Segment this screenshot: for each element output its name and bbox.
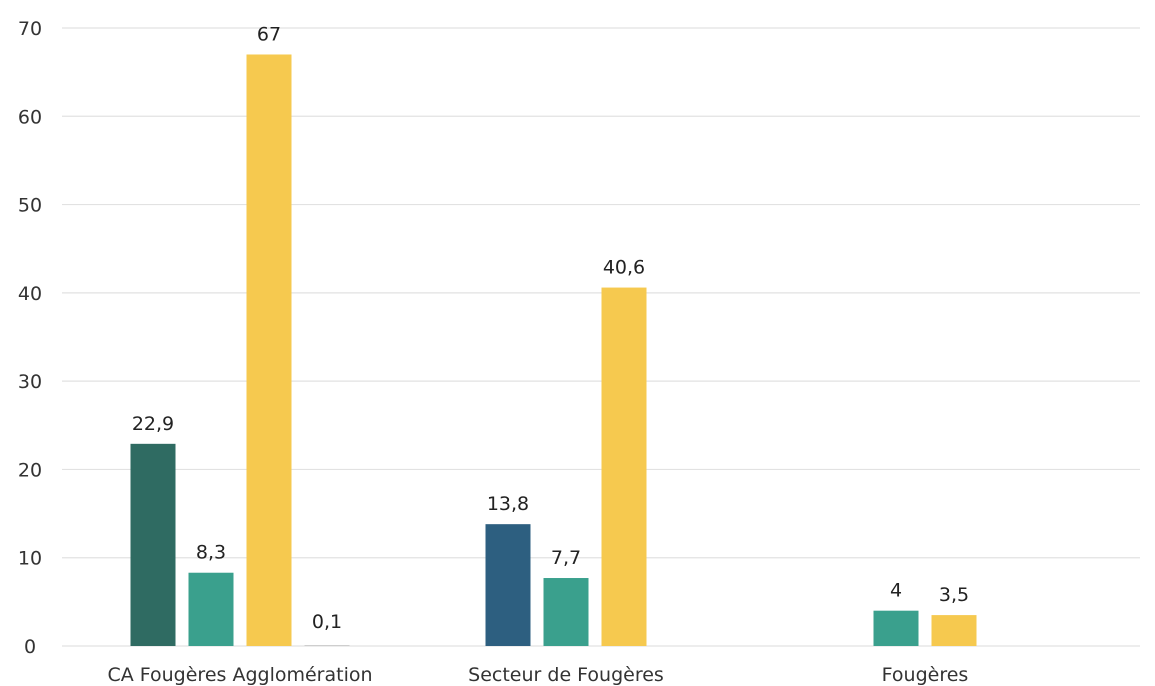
data-label: 22,9 [132, 413, 174, 435]
y-tick-label: 10 [18, 548, 42, 570]
bars [130, 54, 977, 646]
bar-series-1-secteur-de-foug-res [485, 524, 531, 646]
bar-series-2-foug-res [873, 610, 919, 646]
data-label: 8,3 [196, 542, 226, 564]
y-tick-label: 40 [18, 283, 42, 305]
data-label: 13,8 [487, 493, 529, 515]
gridlines [62, 27, 1140, 647]
y-tick-label: 30 [18, 371, 42, 393]
bar-series-4-ca-foug-res-agglom-ration [304, 645, 350, 646]
bar-series-2-ca-foug-res-agglom-ration [188, 572, 234, 646]
y-tick-label: 60 [18, 106, 42, 128]
y-tick-label: 20 [18, 459, 42, 481]
data-label: 67 [257, 23, 281, 45]
data-label: 0,1 [312, 611, 342, 633]
y-axis: 0 10 20 30 40 50 60 70 [18, 18, 42, 658]
x-category-label: Fougères [882, 664, 969, 686]
data-labels: 22,9 8,3 67 0,1 13,8 7,7 40,6 4 3,5 [132, 23, 969, 633]
bar-series-3-ca-foug-res-agglom-ration [246, 54, 292, 646]
x-category-label: CA Fougères Agglomération [107, 664, 372, 686]
data-label: 7,7 [551, 547, 581, 569]
bar-series-1-ca-foug-res-agglom-ration [130, 443, 176, 646]
data-label: 3,5 [939, 584, 969, 606]
bar-series-2-secteur-de-foug-res [543, 578, 589, 646]
y-tick-label: 70 [18, 18, 42, 40]
bar-series-3-foug-res [931, 615, 977, 646]
bar-series-3-secteur-de-foug-res [601, 287, 647, 646]
data-label: 40,6 [603, 257, 645, 279]
y-tick-label: 50 [18, 195, 42, 217]
y-tick-label: 0 [24, 636, 36, 658]
data-label: 4 [890, 580, 902, 602]
x-category-label: Secteur de Fougères [468, 664, 664, 686]
x-axis: CA Fougères Agglomération Secteur de Foug… [107, 664, 968, 686]
